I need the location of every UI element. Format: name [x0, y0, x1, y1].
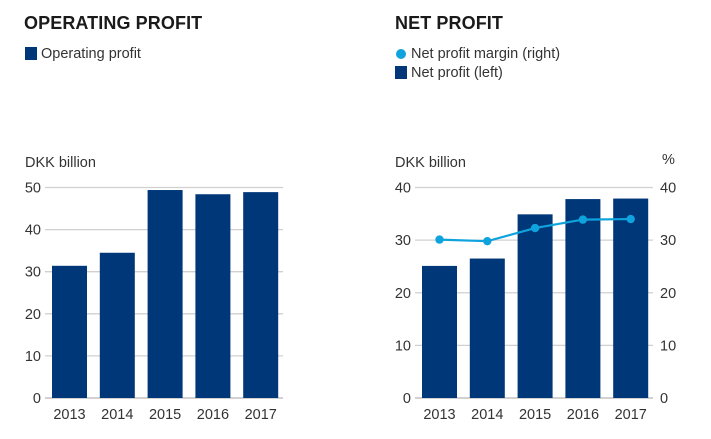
y-tick-label: 10 [25, 349, 41, 365]
y-tick-label: 0 [33, 391, 41, 407]
x-tick-label: 2016 [567, 407, 599, 423]
net-profit-chart: DKK billion % 0 10 20 30 40 0 10 20 30 40 2013 2014… [395, 152, 676, 423]
y-tick-label-right: 10 [660, 338, 676, 354]
y-tick-label: 40 [25, 223, 41, 239]
x-tick-label: 2016 [197, 407, 229, 423]
legend-label: Net profit (left) [411, 64, 503, 81]
y-tick-label-right: 0 [660, 391, 668, 407]
net-profit-legend: Net profit margin (right) Net profit (le… [395, 44, 560, 82]
operating-profit-chart: DKK billion 0 10 20 30 40 50 2013 2014 2015 2016 2… [25, 155, 283, 423]
y-tick-label: 20 [25, 307, 41, 323]
bar-2015 [517, 214, 553, 398]
bar-2017 [613, 198, 649, 398]
x-tick-label: 2017 [245, 407, 277, 423]
legend-dot-icon [396, 48, 406, 59]
bar-2014 [469, 258, 505, 398]
margin-point-2013 [435, 235, 444, 244]
y-axis-label-right: % [662, 152, 675, 168]
legend-label: Operating profit [41, 45, 141, 62]
legend-label: Net profit margin (right) [411, 45, 561, 62]
legend-item-net-profit: Net profit (left) [395, 63, 560, 82]
y-axis-label-left: DKK billion [395, 155, 466, 171]
margin-point-2014 [483, 236, 492, 246]
x-tick-label: 2013 [53, 407, 85, 423]
y-tick-label: 0 [403, 391, 411, 407]
y-tick-label: 40 [395, 181, 411, 197]
x-tick-label: 2014 [471, 407, 503, 423]
y-tick-label: 20 [395, 286, 411, 302]
legend-item-net-profit-margin: Net profit margin (right) [395, 44, 560, 63]
y-axis-label: DKK billion [25, 155, 96, 171]
bar-2013 [52, 265, 87, 398]
operating-profit-legend: Operating profit [25, 44, 141, 63]
x-tick-label: 2017 [615, 407, 647, 423]
legend-square-icon [395, 66, 407, 79]
bar-2017 [243, 192, 279, 398]
bar-2013 [422, 265, 457, 398]
bar-2016 [195, 194, 231, 398]
x-tick-label: 2013 [423, 407, 455, 423]
bar-2015 [147, 190, 183, 398]
y-tick-label-right: 30 [660, 233, 676, 249]
margin-point-2017 [626, 214, 635, 224]
x-tick-label: 2015 [149, 407, 181, 423]
y-tick-label-right: 40 [660, 181, 676, 197]
net-profit-title: NET PROFIT [395, 13, 503, 33]
y-tick-label: 50 [25, 181, 41, 197]
y-tick-label: 30 [25, 265, 41, 281]
y-tick-label: 10 [395, 338, 411, 354]
y-tick-label: 30 [395, 233, 411, 249]
margin-point-2016 [578, 215, 588, 224]
y-tick-label-right: 20 [660, 286, 676, 302]
legend-item-operating-profit: Operating profit [25, 44, 141, 63]
margin-point-2015 [530, 223, 540, 233]
bar-2016 [565, 199, 601, 398]
operating-profit-title: OPERATING PROFIT [24, 13, 203, 33]
legend-square-icon [25, 47, 37, 60]
bar-2014 [99, 252, 135, 398]
x-tick-label: 2015 [519, 407, 551, 423]
x-tick-label: 2014 [101, 407, 133, 423]
